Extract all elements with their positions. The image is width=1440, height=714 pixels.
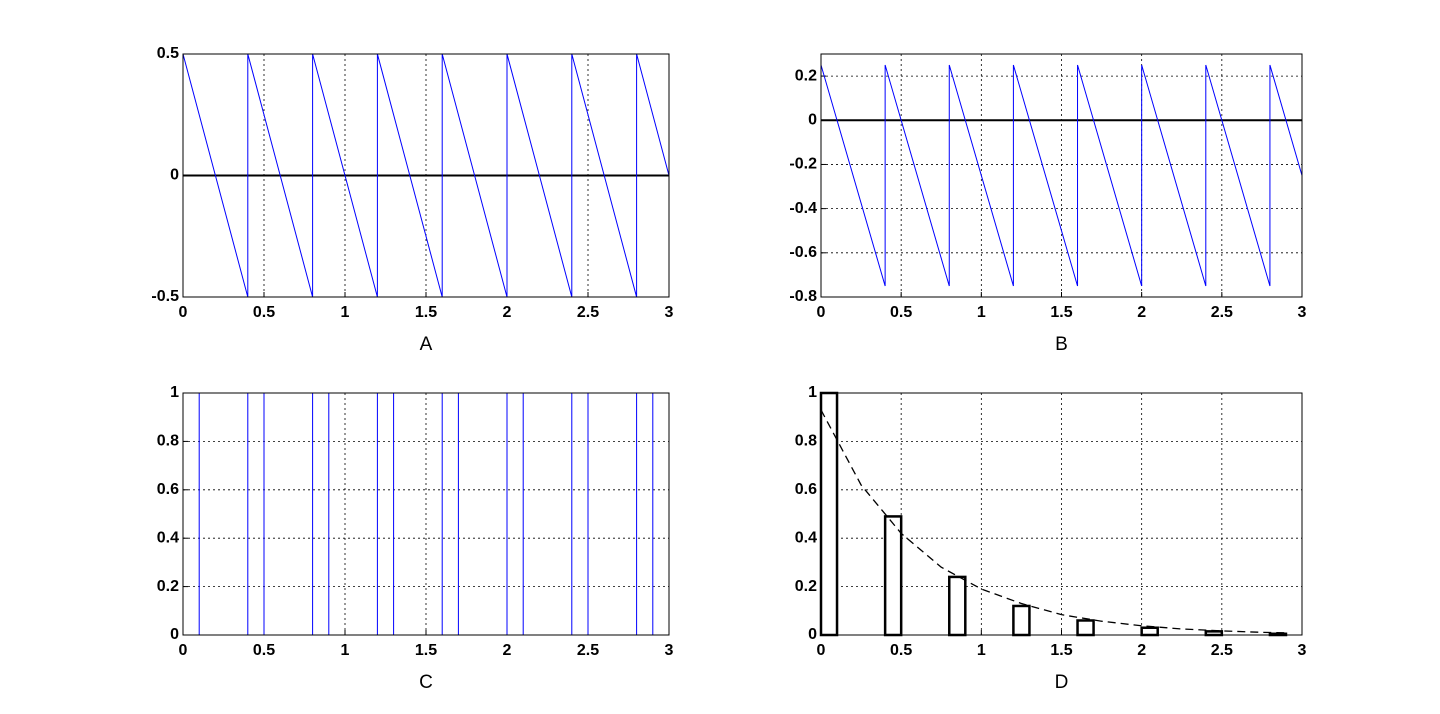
x-tick-label: 1 <box>341 642 350 659</box>
x-tick-label: 0.5 <box>890 304 912 321</box>
x-tick-label: 0.5 <box>253 304 275 321</box>
y-tick-label: 0.2 <box>795 578 817 595</box>
bar <box>1204 630 1224 637</box>
x-axis-label: D <box>1055 672 1069 693</box>
y-tick-label: 0.5 <box>157 45 179 62</box>
x-tick-label: 1.5 <box>415 304 437 321</box>
data-line <box>183 392 669 636</box>
x-tick-label: 2.5 <box>1211 642 1233 659</box>
bar <box>819 391 839 637</box>
x-axis-label: A <box>420 334 433 355</box>
y-tick-label: 0.8 <box>795 433 817 450</box>
x-tick-label: 0 <box>817 304 826 321</box>
y-tick-label: 0 <box>808 626 817 643</box>
y-tick-label: 0.2 <box>795 67 817 84</box>
y-tick-label: 0 <box>808 111 817 128</box>
x-tick-label: 1.5 <box>1050 304 1072 321</box>
y-tick-label: -0.5 <box>151 288 179 305</box>
bar <box>1140 626 1159 637</box>
x-tick-label: 0.5 <box>890 642 912 659</box>
x-tick-label: 2.5 <box>577 642 599 659</box>
x-tick-label: 3 <box>1298 642 1307 659</box>
y-tick-label: 0.4 <box>795 529 817 546</box>
y-tick-label: 0 <box>170 167 179 184</box>
x-tick-label: 2 <box>503 304 512 321</box>
x-tick-label: 2 <box>1137 642 1146 659</box>
x-tick-label: 3 <box>1298 304 1307 321</box>
bar <box>1012 604 1031 637</box>
axes-box <box>182 53 670 298</box>
x-tick-label: 1.5 <box>415 642 437 659</box>
y-tick-label: -0.6 <box>789 244 817 261</box>
y-tick-label: 0.6 <box>795 481 817 498</box>
data-line <box>820 409 1286 634</box>
x-tick-label: 0 <box>179 642 188 659</box>
x-tick-label: 1 <box>977 642 986 659</box>
axes-box <box>820 53 1303 298</box>
y-tick-label: -0.2 <box>789 156 817 173</box>
x-tick-label: 3 <box>665 304 674 321</box>
x-tick-label: 1 <box>341 304 350 321</box>
y-tick-label: 0.4 <box>157 529 179 546</box>
x-tick-label: 0 <box>817 642 826 659</box>
x-tick-label: 2 <box>503 642 512 659</box>
y-tick-label: -0.8 <box>789 288 817 305</box>
axes-box <box>182 392 670 636</box>
y-tick-label: 1 <box>808 384 817 401</box>
x-tick-label: 2.5 <box>577 304 599 321</box>
y-tick-label: 0.6 <box>157 481 179 498</box>
x-tick-label: 3 <box>665 642 674 659</box>
x-tick-label: 2.5 <box>1211 304 1233 321</box>
x-tick-label: 1.5 <box>1050 642 1072 659</box>
y-tick-label: -0.4 <box>789 200 817 217</box>
bar <box>883 515 903 637</box>
x-axis-label: C <box>419 672 433 693</box>
bar <box>1076 619 1095 637</box>
data-line <box>182 53 670 298</box>
bar <box>948 575 967 637</box>
x-tick-label: 0.5 <box>253 642 275 659</box>
axes-box <box>820 392 1303 636</box>
x-tick-label: 0 <box>179 304 188 321</box>
y-tick-label: 0.2 <box>157 578 179 595</box>
data-line <box>820 64 1303 287</box>
x-tick-label: 2 <box>1137 304 1146 321</box>
y-tick-label: 0 <box>170 626 179 643</box>
x-tick-label: 1 <box>977 304 986 321</box>
x-axis-label: B <box>1055 334 1068 355</box>
y-tick-label: 1 <box>170 384 179 401</box>
y-tick-label: 0.8 <box>157 433 179 450</box>
